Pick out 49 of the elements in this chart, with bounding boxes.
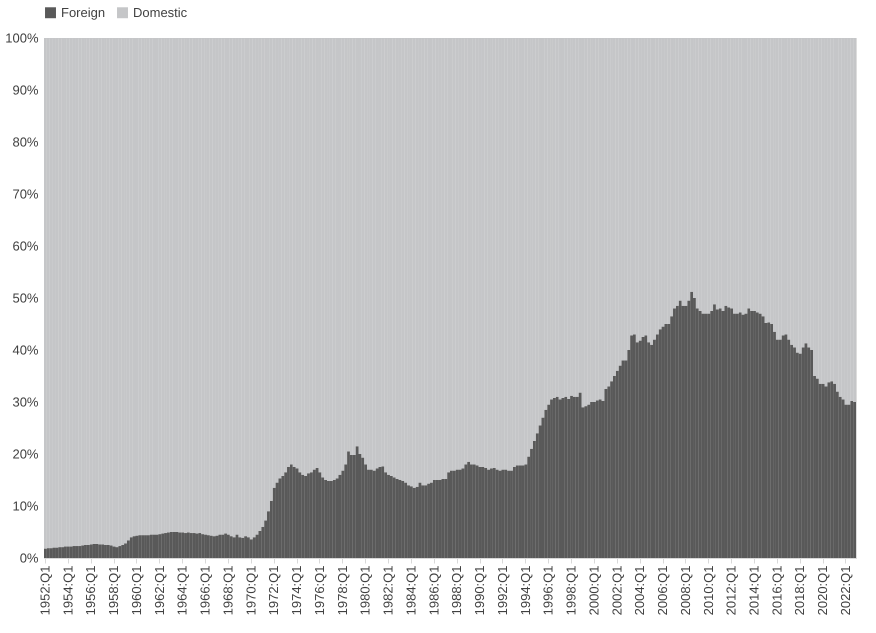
x-tick-label: 2008:Q1 xyxy=(678,566,693,616)
x-tick-label: 2004:Q1 xyxy=(632,566,648,616)
x-tick-label: 1956:Q1 xyxy=(83,566,98,616)
x-tick-label: 1960:Q1 xyxy=(128,566,144,616)
x-tick-label: 2016:Q1 xyxy=(769,566,784,616)
x-tick-label: 2010:Q1 xyxy=(700,566,716,616)
y-tick-label: 10% xyxy=(12,498,39,514)
x-tick-label: 2012:Q1 xyxy=(724,566,739,616)
x-tick-label: 1958:Q1 xyxy=(106,566,122,616)
x-tick-label: 2022:Q1 xyxy=(838,566,853,616)
x-tick-label: 2014:Q1 xyxy=(746,566,762,616)
x-tick-label: 1982:Q1 xyxy=(380,566,396,616)
x-tick-label: 1966:Q1 xyxy=(198,566,213,616)
legend-label: Domestic xyxy=(133,4,188,20)
y-tick-label: 20% xyxy=(12,446,39,462)
y-tick-label: 90% xyxy=(12,82,39,98)
legend-label: Foreign xyxy=(61,4,106,20)
x-tick-label: 1962:Q1 xyxy=(152,566,167,616)
x-tick-label: 1984:Q1 xyxy=(403,566,418,616)
y-tick-label: 40% xyxy=(12,342,39,358)
x-tick-label: 2020:Q1 xyxy=(815,566,830,616)
x-tick-label: 1954:Q1 xyxy=(60,566,76,616)
y-tick-label: 80% xyxy=(12,134,39,150)
x-tick-label: 1998:Q1 xyxy=(564,566,579,616)
x-tick-label: 2018:Q1 xyxy=(792,566,808,616)
y-tick-label: 60% xyxy=(12,238,39,254)
x-tick-label: 1994:Q1 xyxy=(518,566,533,616)
x-tick-label: 1992:Q1 xyxy=(494,566,510,616)
y-tick-label: 100% xyxy=(5,30,39,46)
x-tick-label: 1988:Q1 xyxy=(449,566,464,616)
x-tick-label: 1990:Q1 xyxy=(472,566,488,616)
x-tick-label: 1952:Q1 xyxy=(37,566,52,616)
x-tick-label: 1970:Q1 xyxy=(243,566,258,616)
y-tick-label: 70% xyxy=(12,186,39,202)
x-tick-label: 1974:Q1 xyxy=(289,566,304,616)
x-tick-label: 1976:Q1 xyxy=(312,566,327,616)
x-tick-label: 2002:Q1 xyxy=(609,566,624,616)
y-tick-label: 50% xyxy=(12,290,39,306)
x-tick-label: 1980:Q1 xyxy=(358,566,373,616)
x-tick-label: 1996:Q1 xyxy=(540,566,556,616)
x-tick-label: 1968:Q1 xyxy=(220,566,236,616)
x-tick-label: 1972:Q1 xyxy=(266,566,282,616)
y-tick-label: 0% xyxy=(20,550,39,566)
x-tick-label: 1964:Q1 xyxy=(174,566,190,616)
x-tick-label: 1978:Q1 xyxy=(334,566,350,616)
x-tick-label: 2006:Q1 xyxy=(655,566,670,616)
x-tick-label: 1986:Q1 xyxy=(426,566,442,616)
y-tick-label: 30% xyxy=(12,394,39,410)
x-tick-label: 2000:Q1 xyxy=(586,566,602,616)
